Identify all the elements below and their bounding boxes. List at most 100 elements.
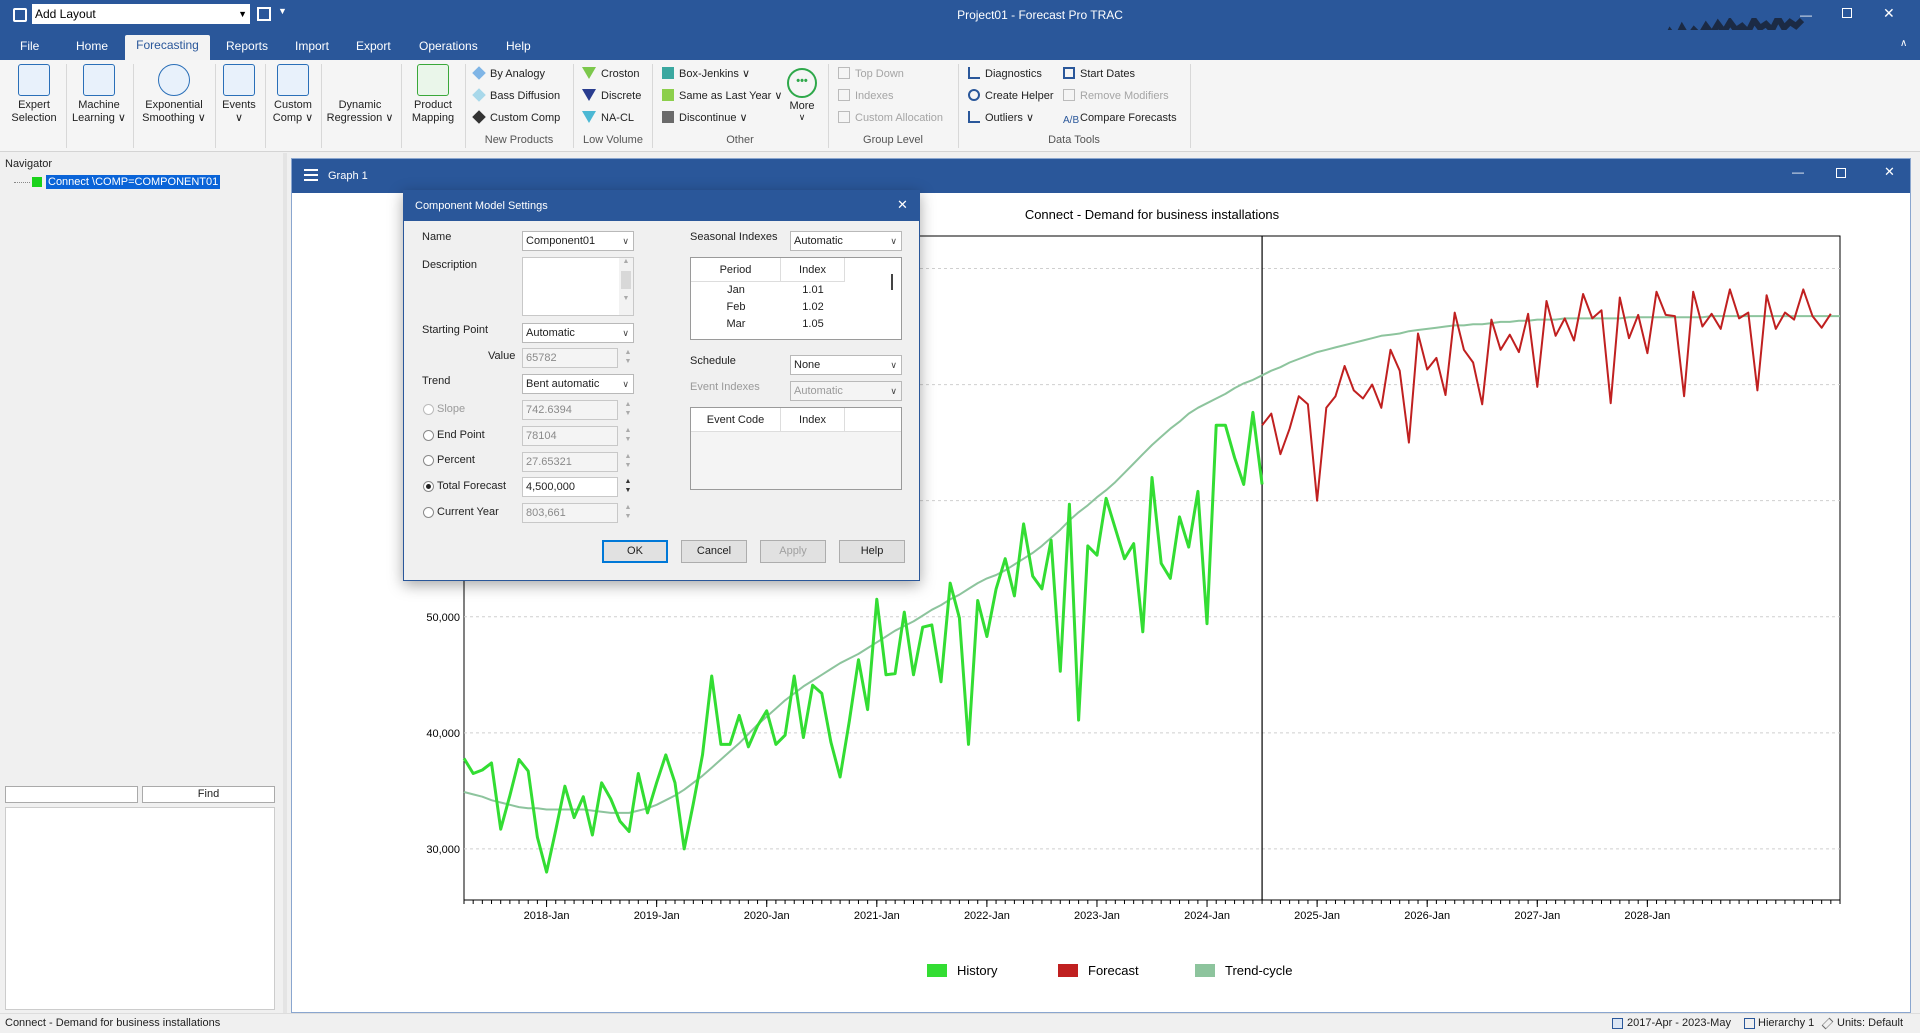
create-helper-button[interactable]: Create Helper: [968, 87, 1053, 105]
cancel-button[interactable]: Cancel: [681, 540, 747, 563]
event-indexes-value: Automatic: [794, 385, 843, 397]
navigator-splitter[interactable]: [283, 153, 287, 1013]
percent-field[interactable]: 27.65321: [522, 452, 618, 472]
percent-spinner[interactable]: ▲ ▼: [624, 453, 632, 469]
layout-combo[interactable]: Add Layout ▼: [32, 4, 250, 24]
end-point-spinner[interactable]: ▲ ▼: [624, 427, 632, 443]
find-input[interactable]: [5, 786, 138, 803]
menu-bar: File Home Forecasting Reports Import Exp…: [0, 30, 1920, 60]
discontinue-button[interactable]: Discontinue ∨: [662, 109, 748, 127]
expert-selection-l1: Expert: [18, 99, 50, 111]
events-button[interactable]: Events ∨: [218, 64, 260, 125]
x-tick-label: 2022-Jan: [964, 910, 1010, 922]
remove-modifiers-button[interactable]: Remove Modifiers: [1063, 87, 1169, 105]
seasonal-scrollbar[interactable]: [891, 274, 893, 290]
navigator-label: Navigator: [5, 158, 53, 170]
help-button[interactable]: Help: [839, 540, 905, 563]
menu-home[interactable]: Home: [76, 39, 109, 53]
diagnostics-button[interactable]: Diagnostics: [968, 65, 1042, 83]
description-scrollbar[interactable]: ▲ ▼: [619, 258, 633, 315]
graph-maximize-icon[interactable]: [1836, 168, 1846, 178]
menu-export[interactable]: Export: [356, 39, 391, 53]
menu-import[interactable]: Import: [295, 39, 330, 53]
expert-selection-button[interactable]: Expert Selection: [6, 64, 62, 125]
indexes-button[interactable]: Indexes: [838, 87, 894, 105]
ribbon-separator: [321, 64, 322, 148]
current-year-spinner[interactable]: ▲ ▼: [624, 504, 632, 520]
hamburger-menu-icon[interactable]: [304, 169, 318, 181]
bass-diffusion-button[interactable]: Bass Diffusion: [472, 87, 560, 105]
menu-reports[interactable]: Reports: [226, 39, 269, 53]
description-label: Description: [422, 259, 478, 271]
dynamic-regression-button[interactable]: Dynamic Regression ∨: [324, 64, 396, 125]
seasonal-indexes-combo[interactable]: Automatic ∨: [790, 231, 902, 251]
graph-close-icon[interactable]: ✕: [1884, 164, 1895, 179]
diamond-icon: [472, 66, 486, 80]
slope-radio[interactable]: [423, 404, 434, 415]
croston-button[interactable]: Croston: [582, 65, 640, 83]
compare-forecasts-button[interactable]: A/BCompare Forecasts: [1063, 109, 1177, 127]
product-mapping-icon: [417, 64, 449, 96]
window-layout-icon[interactable]: [257, 7, 271, 21]
box-jenkins-button[interactable]: Box-Jenkins ∨: [662, 65, 750, 83]
total-forecast-radio[interactable]: [423, 481, 434, 492]
value-spinner[interactable]: ▲ ▼: [624, 349, 632, 365]
na-cl-button[interactable]: NA-CL: [582, 109, 634, 127]
starting-point-combo[interactable]: Automatic ∨: [522, 323, 634, 343]
graph-minimize-icon[interactable]: —: [1792, 165, 1804, 179]
event-indexes-combo[interactable]: Automatic ∨: [790, 381, 902, 401]
menu-forecasting[interactable]: Forecasting: [125, 35, 210, 60]
more-button[interactable]: ••• More ∨: [782, 68, 822, 123]
collapse-ribbon-icon[interactable]: ∧: [1900, 38, 1908, 49]
find-button[interactable]: Find: [142, 786, 275, 803]
save-icon[interactable]: [13, 8, 27, 22]
description-textarea[interactable]: ▲ ▼: [522, 257, 634, 316]
close-icon[interactable]: ✕: [1883, 5, 1895, 21]
same-as-last-year-button[interactable]: Same as Last Year ∨: [662, 87, 782, 105]
seasonal-indexes-table[interactable]: Period Index Jan 1.01 Feb 1.02 Mar 1.05: [690, 257, 902, 340]
triangle-icon: [582, 89, 596, 101]
calendar-icon: [223, 64, 255, 96]
end-point-radio[interactable]: [423, 430, 434, 441]
name-combo[interactable]: Component01 ∨: [522, 231, 634, 251]
start-dates-button[interactable]: Start Dates: [1063, 65, 1135, 83]
by-analogy-button[interactable]: By Analogy: [472, 65, 545, 83]
slope-field[interactable]: 742.6394: [522, 400, 618, 420]
percent-radio[interactable]: [423, 455, 434, 466]
start-dates-label: Start Dates: [1080, 68, 1136, 80]
trend-combo[interactable]: Bent automatic ∨: [522, 374, 634, 394]
menu-operations[interactable]: Operations: [419, 39, 478, 53]
exponential-smoothing-button[interactable]: Exponential Smoothing ∨: [138, 64, 210, 125]
quick-access-dropdown-icon[interactable]: ▼: [278, 6, 287, 16]
restore-icon[interactable]: [1842, 8, 1852, 18]
schedule-combo[interactable]: None ∨: [790, 355, 902, 375]
status-date-range: 2017-Apr - 2023-May: [1627, 1017, 1731, 1029]
current-year-field[interactable]: 803,661: [522, 503, 618, 523]
menu-file[interactable]: File: [20, 39, 40, 53]
custom-allocation-button[interactable]: Custom Allocation: [838, 109, 943, 127]
custom-comp-small-button[interactable]: Custom Comp: [472, 109, 560, 127]
custom-comp-button[interactable]: Custom Comp ∨: [268, 64, 318, 125]
x-tick-label: 2018-Jan: [524, 910, 570, 922]
event-indexes-table[interactable]: Event Code Index: [690, 407, 902, 490]
apply-button[interactable]: Apply: [760, 540, 826, 563]
name-label: Name: [422, 231, 452, 243]
current-year-radio[interactable]: [423, 507, 434, 518]
machine-learning-button[interactable]: Machine Learning ∨: [70, 64, 128, 125]
outliers-button[interactable]: Outliers ∨: [968, 109, 1034, 127]
ok-button[interactable]: OK: [602, 540, 668, 563]
square-icon: [662, 67, 674, 79]
slope-spinner[interactable]: ▲ ▼: [624, 401, 632, 417]
value-field[interactable]: 65782: [522, 348, 618, 368]
dialog-close-icon[interactable]: ✕: [897, 197, 908, 212]
product-mapping-button[interactable]: Product Mapping: [404, 64, 462, 125]
minimize-icon[interactable]: —: [1800, 8, 1812, 22]
x-tick-label: 2020-Jan: [744, 910, 790, 922]
dynamic-regression-icon: [344, 64, 376, 96]
total-forecast-spinner[interactable]: ▲ ▼: [624, 478, 632, 494]
menu-help[interactable]: Help: [506, 39, 531, 53]
end-point-field[interactable]: 78104: [522, 426, 618, 446]
total-forecast-field[interactable]: 4,500,000: [522, 477, 618, 497]
top-down-button[interactable]: Top Down: [838, 65, 904, 83]
discrete-button[interactable]: Discrete: [582, 87, 641, 105]
